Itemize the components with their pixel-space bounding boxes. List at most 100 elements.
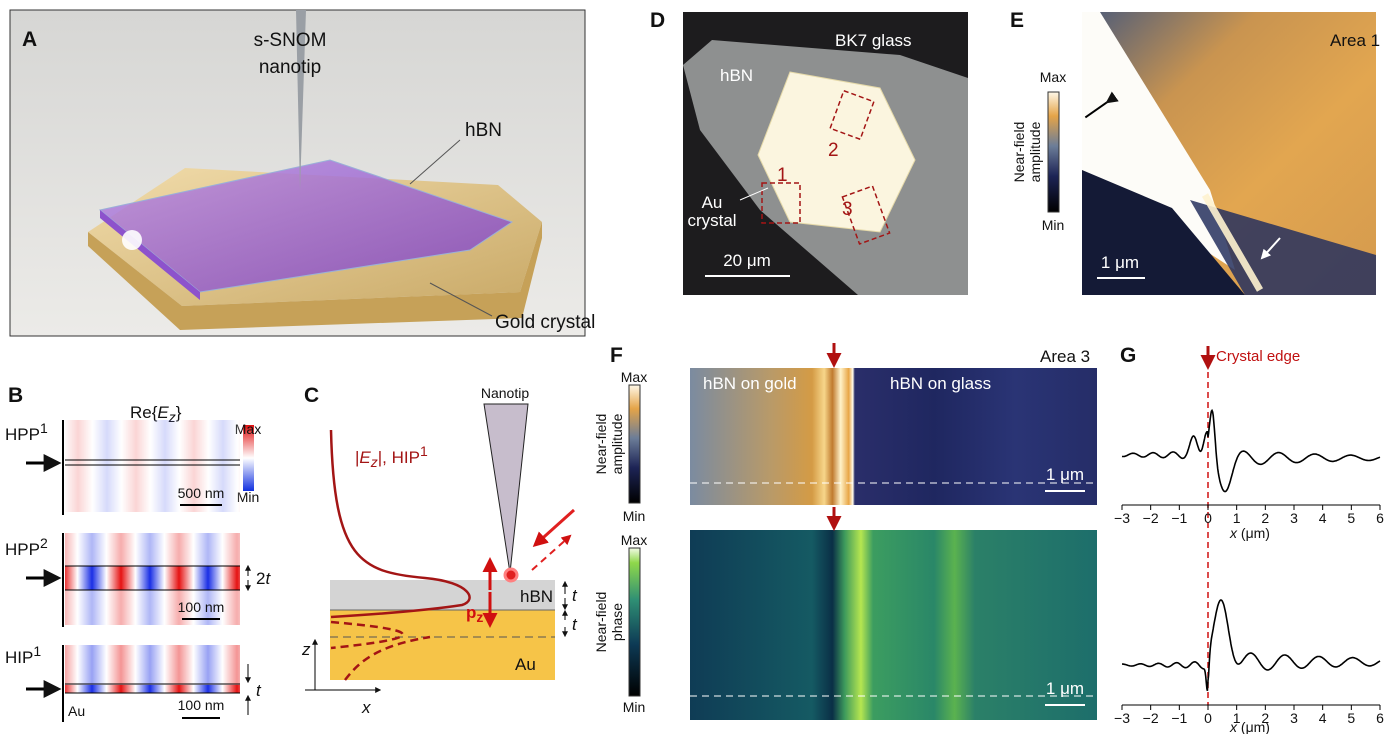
label: hBN on glass bbox=[890, 374, 991, 393]
x-tick-label: −3 bbox=[1114, 510, 1130, 526]
panel-c: C |Ez|, HIP1 Nanotip pz hBN Au t t z x bbox=[301, 384, 578, 717]
figure: A s-SNOM nanotip hBN Gold crystal B Re{E… bbox=[0, 0, 1386, 734]
label: 20 μm bbox=[723, 251, 771, 270]
x-tick-label: 1 bbox=[1233, 710, 1241, 726]
label: E bbox=[359, 448, 371, 467]
label: Au bbox=[702, 193, 723, 212]
shape bbox=[505, 569, 517, 581]
label: 1 μm bbox=[1101, 253, 1139, 272]
label: E bbox=[1010, 9, 1024, 32]
label: Nanotip bbox=[481, 385, 529, 401]
x-tick-label: 3 bbox=[1290, 510, 1298, 526]
label: 2 bbox=[256, 569, 265, 588]
label: 2 bbox=[40, 535, 48, 551]
label: D bbox=[650, 9, 665, 32]
x-tick-label: 1 bbox=[1233, 510, 1241, 526]
panel-d: D BK7 glass hBN 1 2 3 Au crystal 20 μm bbox=[650, 9, 968, 295]
x-tick-label: −1 bbox=[1171, 710, 1187, 726]
label: E bbox=[157, 403, 169, 422]
label: t bbox=[256, 681, 262, 700]
x-tick-label: 0 bbox=[1204, 710, 1212, 726]
x-tick-label: 4 bbox=[1319, 510, 1327, 526]
label: amplitude bbox=[609, 413, 625, 474]
label: 1 μm bbox=[1046, 679, 1084, 698]
shape bbox=[1122, 600, 1380, 691]
label: |, HIP bbox=[378, 448, 420, 467]
shape bbox=[1122, 410, 1380, 491]
label: z bbox=[370, 454, 378, 470]
label: 2 bbox=[828, 140, 839, 161]
label: 1 bbox=[777, 165, 788, 186]
label: 500 nm bbox=[178, 485, 225, 501]
label: } bbox=[176, 403, 182, 422]
label: hBN bbox=[520, 587, 553, 606]
x-tick-label: 3 bbox=[1290, 710, 1298, 726]
shape bbox=[690, 530, 1097, 720]
shape bbox=[65, 566, 240, 590]
label: nanotip bbox=[259, 57, 321, 78]
label: Au bbox=[68, 703, 85, 719]
label: Near-field bbox=[593, 414, 609, 475]
shape bbox=[484, 404, 528, 573]
panel-b: B Re{Ez} Max Min HPP1 500 nm HPP2 2t 100… bbox=[5, 384, 271, 722]
shape bbox=[629, 385, 640, 503]
label: x (μm) bbox=[1229, 525, 1270, 541]
label: 1 bbox=[40, 420, 48, 436]
label: z bbox=[476, 609, 483, 625]
label: 100 nm bbox=[178, 697, 225, 713]
label: 1 μm bbox=[1046, 465, 1084, 484]
label: A bbox=[22, 28, 37, 51]
label: (μm) bbox=[1237, 525, 1270, 541]
label: Gold crystal bbox=[495, 312, 595, 333]
label: 1 bbox=[420, 443, 428, 459]
label: HPP bbox=[5, 425, 40, 444]
label: t bbox=[265, 569, 271, 588]
label: t bbox=[572, 615, 578, 634]
label: Min bbox=[623, 508, 646, 524]
label: |Ez|, HIP1 bbox=[355, 443, 428, 470]
label: Area 3 bbox=[1040, 347, 1090, 366]
label: hBN bbox=[465, 120, 502, 141]
label: 2t bbox=[256, 569, 271, 588]
label: crystal bbox=[687, 211, 736, 230]
shape bbox=[122, 230, 142, 250]
label: 1 bbox=[33, 643, 41, 659]
x-tick-label: −1 bbox=[1171, 510, 1187, 526]
label: HIP1 bbox=[5, 643, 41, 667]
label: Max bbox=[1040, 69, 1066, 85]
label: B bbox=[8, 384, 23, 407]
label: hBN on gold bbox=[703, 374, 797, 393]
label: 100 nm bbox=[178, 599, 225, 615]
x-tick-label: 5 bbox=[1347, 510, 1355, 526]
x-tick-label: −2 bbox=[1143, 510, 1159, 526]
label: Max bbox=[621, 369, 647, 385]
panel-f: F Area 3 hBN on gold hBN on glass Max Mi… bbox=[593, 343, 1097, 720]
x-tick-label: 2 bbox=[1261, 510, 1269, 526]
label: Near-field bbox=[593, 592, 609, 653]
label: Area 1 bbox=[1330, 31, 1380, 50]
shape bbox=[535, 510, 574, 545]
label: Min bbox=[623, 699, 646, 715]
label: C bbox=[304, 384, 319, 407]
shape bbox=[629, 548, 640, 696]
label: z bbox=[301, 640, 311, 659]
label: HPP2 bbox=[5, 535, 48, 559]
x-tick-label: 0 bbox=[1204, 510, 1212, 526]
label: HIP bbox=[5, 648, 33, 667]
x-tick-label: 6 bbox=[1376, 510, 1384, 526]
label: Au bbox=[515, 655, 536, 674]
x-tick-label: −2 bbox=[1143, 710, 1159, 726]
label: Max bbox=[621, 532, 647, 548]
label: G bbox=[1120, 344, 1136, 367]
x-tick-label: −3 bbox=[1114, 710, 1130, 726]
label: s-SNOM bbox=[254, 30, 327, 51]
label: BK7 glass bbox=[835, 31, 912, 50]
x-tick-label: 6 bbox=[1376, 710, 1384, 726]
shape bbox=[65, 645, 240, 685]
label: t bbox=[572, 586, 578, 605]
x-tick-label: 2 bbox=[1261, 710, 1269, 726]
panel-e: E Area 1 Max Min Near-field amplitude 1 … bbox=[1010, 9, 1380, 295]
label: HPP bbox=[5, 540, 40, 559]
label: F bbox=[610, 344, 623, 367]
